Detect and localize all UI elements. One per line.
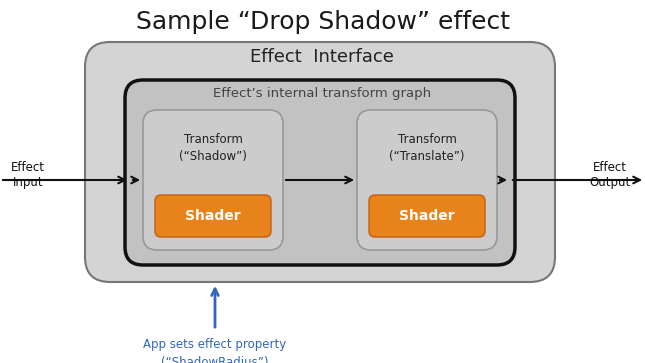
Text: Effect  Interface: Effect Interface bbox=[250, 48, 394, 66]
Text: Sample “Drop Shadow” effect: Sample “Drop Shadow” effect bbox=[135, 10, 510, 34]
Text: Effect
Output: Effect Output bbox=[590, 161, 631, 189]
FancyBboxPatch shape bbox=[369, 195, 485, 237]
Text: Effect
Input: Effect Input bbox=[11, 161, 45, 189]
FancyBboxPatch shape bbox=[125, 80, 515, 265]
FancyBboxPatch shape bbox=[143, 110, 283, 250]
FancyBboxPatch shape bbox=[357, 110, 497, 250]
Text: Effect’s internal transform graph: Effect’s internal transform graph bbox=[213, 86, 431, 99]
FancyBboxPatch shape bbox=[85, 42, 555, 282]
Text: App sets effect property
(“ShadowRadius”): App sets effect property (“ShadowRadius”… bbox=[143, 338, 286, 363]
Text: Transform
(“Translate”): Transform (“Translate”) bbox=[389, 133, 465, 163]
Text: Shader: Shader bbox=[399, 209, 455, 223]
Text: Shader: Shader bbox=[185, 209, 241, 223]
Text: Transform
(“Shadow”): Transform (“Shadow”) bbox=[179, 133, 247, 163]
FancyBboxPatch shape bbox=[155, 195, 271, 237]
